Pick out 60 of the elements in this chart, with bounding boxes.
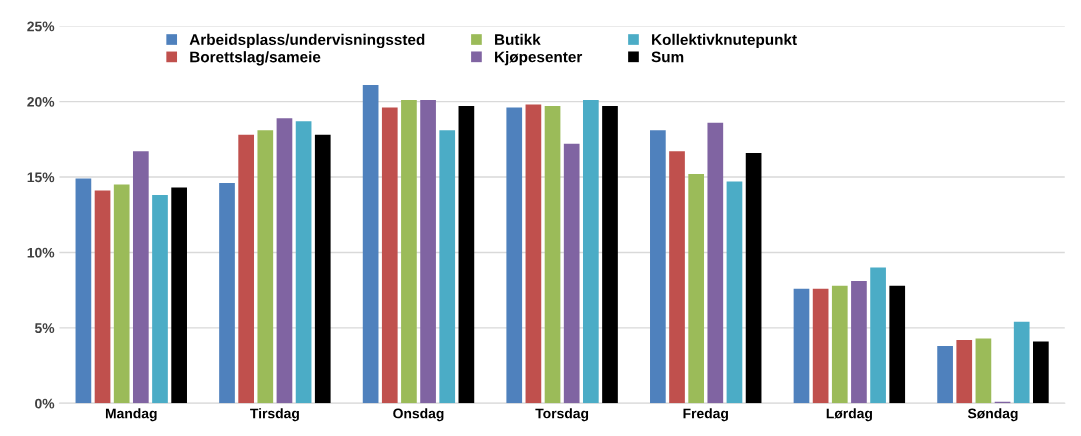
bar [401, 100, 417, 404]
bar [458, 106, 475, 404]
legend-label: Borettslag/sameie [190, 51, 321, 66]
bar [525, 104, 542, 404]
y-tick-label: 10% [27, 247, 55, 258]
bar [506, 107, 523, 404]
x-tick-label: Onsdag [393, 408, 444, 422]
bar [152, 195, 168, 404]
bar [563, 143, 580, 404]
bar [75, 178, 92, 404]
bar [956, 339, 973, 404]
legend-label: Sum [651, 51, 684, 63]
bar [851, 281, 867, 404]
bar [276, 118, 293, 404]
bar [793, 288, 810, 404]
bar [295, 121, 312, 404]
bar [1013, 321, 1030, 404]
bar [362, 84, 379, 404]
x-tick-label: Fredag [683, 408, 728, 422]
x-tick-label: Tirsdag [250, 408, 299, 422]
bar [870, 267, 886, 404]
legend-label: Kjøpesenter [495, 51, 583, 66]
bar [94, 190, 111, 404]
bar [439, 130, 456, 404]
bar [113, 184, 130, 404]
x-tick-label: Søndag [967, 408, 1018, 422]
bar [602, 106, 618, 404]
bar [257, 130, 274, 404]
legend-label: Butikk [495, 33, 541, 46]
bar [889, 285, 906, 404]
bar [219, 183, 235, 404]
bar [650, 130, 666, 404]
bar [582, 100, 599, 404]
bar [975, 338, 992, 404]
bar [132, 151, 149, 404]
x-tick-label: Lørdag [826, 408, 872, 422]
y-tick-label: 0% [35, 398, 55, 409]
bar [420, 100, 436, 404]
bar [812, 288, 829, 404]
x-tick-label: Mandag [105, 408, 157, 422]
bar [669, 151, 685, 404]
bar [745, 152, 762, 404]
y-tick-label: 20% [27, 96, 55, 107]
bar [707, 122, 724, 404]
bar [726, 181, 743, 404]
y-tick-label: 25% [27, 21, 55, 32]
y-tick-label: 5% [34, 323, 55, 334]
legend-label: Kollektivknutepunkt [652, 33, 797, 49]
bar [937, 345, 953, 404]
y-tick-label: 15% [27, 172, 55, 183]
x-tick-label: Torsdag [535, 408, 589, 422]
bar [688, 174, 705, 404]
bar [381, 107, 398, 404]
bar [831, 285, 848, 404]
bar [238, 134, 255, 404]
bar [1033, 341, 1049, 404]
legend-label: Arbeidsplass/undervisningssted [189, 33, 425, 49]
bar [314, 134, 331, 404]
bar [171, 187, 187, 404]
bar [544, 106, 561, 404]
